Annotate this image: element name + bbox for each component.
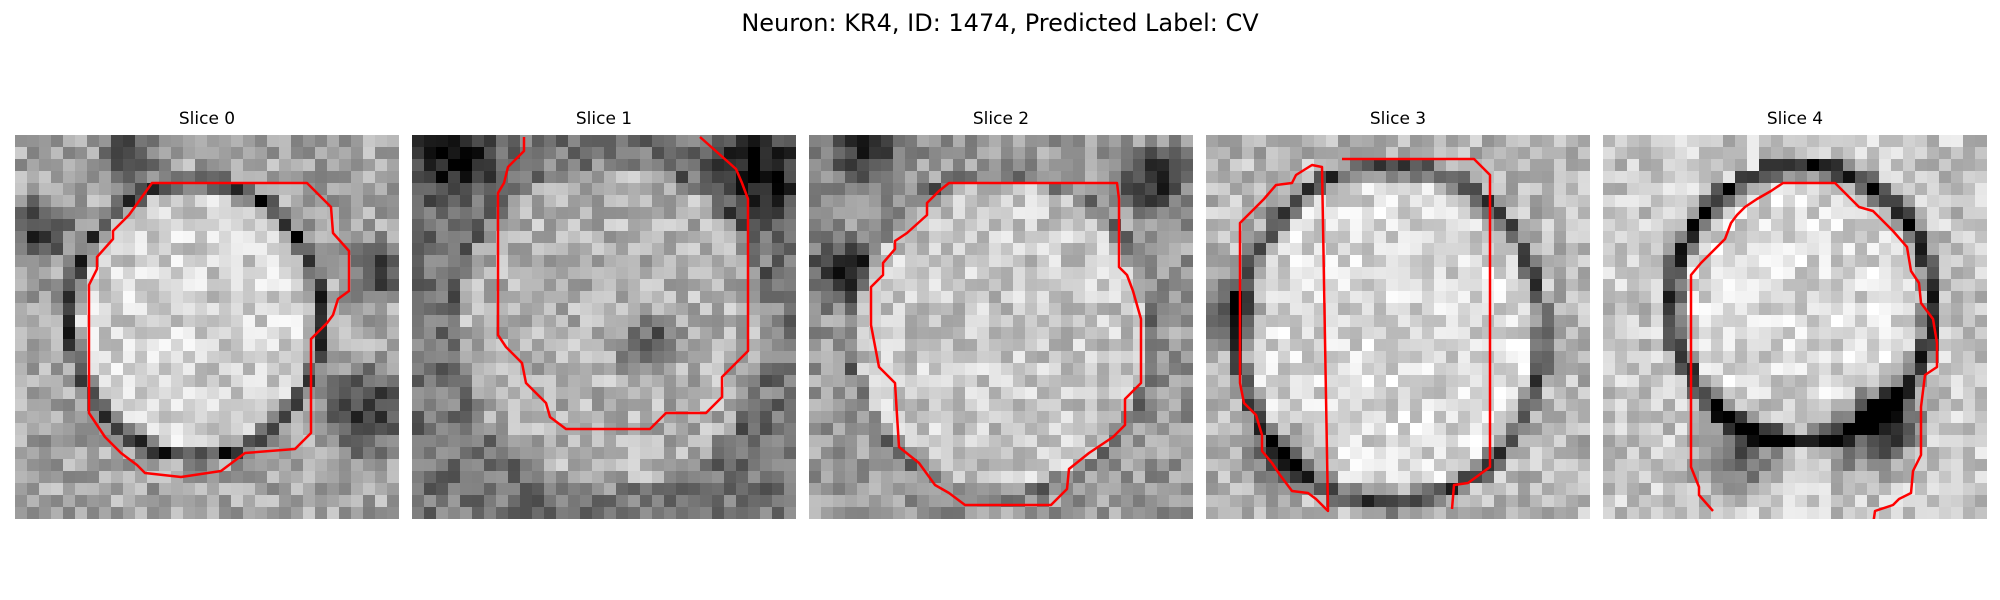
slice-title: Slice 0 (178, 109, 236, 129)
slice-panel-3: Slice 3 (1206, 108, 1590, 519)
slice-panel-4: Slice 4 (1603, 108, 1987, 519)
slice-title: Slice 4 (1766, 109, 1824, 129)
figure-title: Neuron: KR4, ID: 1474, Predicted Label: … (741, 9, 1259, 37)
slice-title: Slice 1 (575, 109, 633, 129)
slice-image-2 (809, 135, 1193, 519)
neuron-contour (869, 181, 1143, 507)
neuron-contour (496, 136, 750, 431)
slice-title: Slice 2 (972, 109, 1030, 129)
slice-image-4 (1603, 135, 1987, 519)
slice-title: Slice 3 (1369, 109, 1427, 129)
slice-image-3 (1206, 135, 1590, 519)
neuron-contour (1238, 157, 1492, 513)
slice-panel-1: Slice 1 (412, 108, 796, 519)
neuron-contour (1689, 181, 1939, 519)
slice-image-0 (15, 135, 399, 519)
slice-panel-0: Slice 0 (15, 108, 399, 519)
slice-image-1 (412, 135, 796, 519)
slice-panel-2: Slice 2 (809, 108, 1193, 519)
neuron-contour (87, 181, 351, 479)
